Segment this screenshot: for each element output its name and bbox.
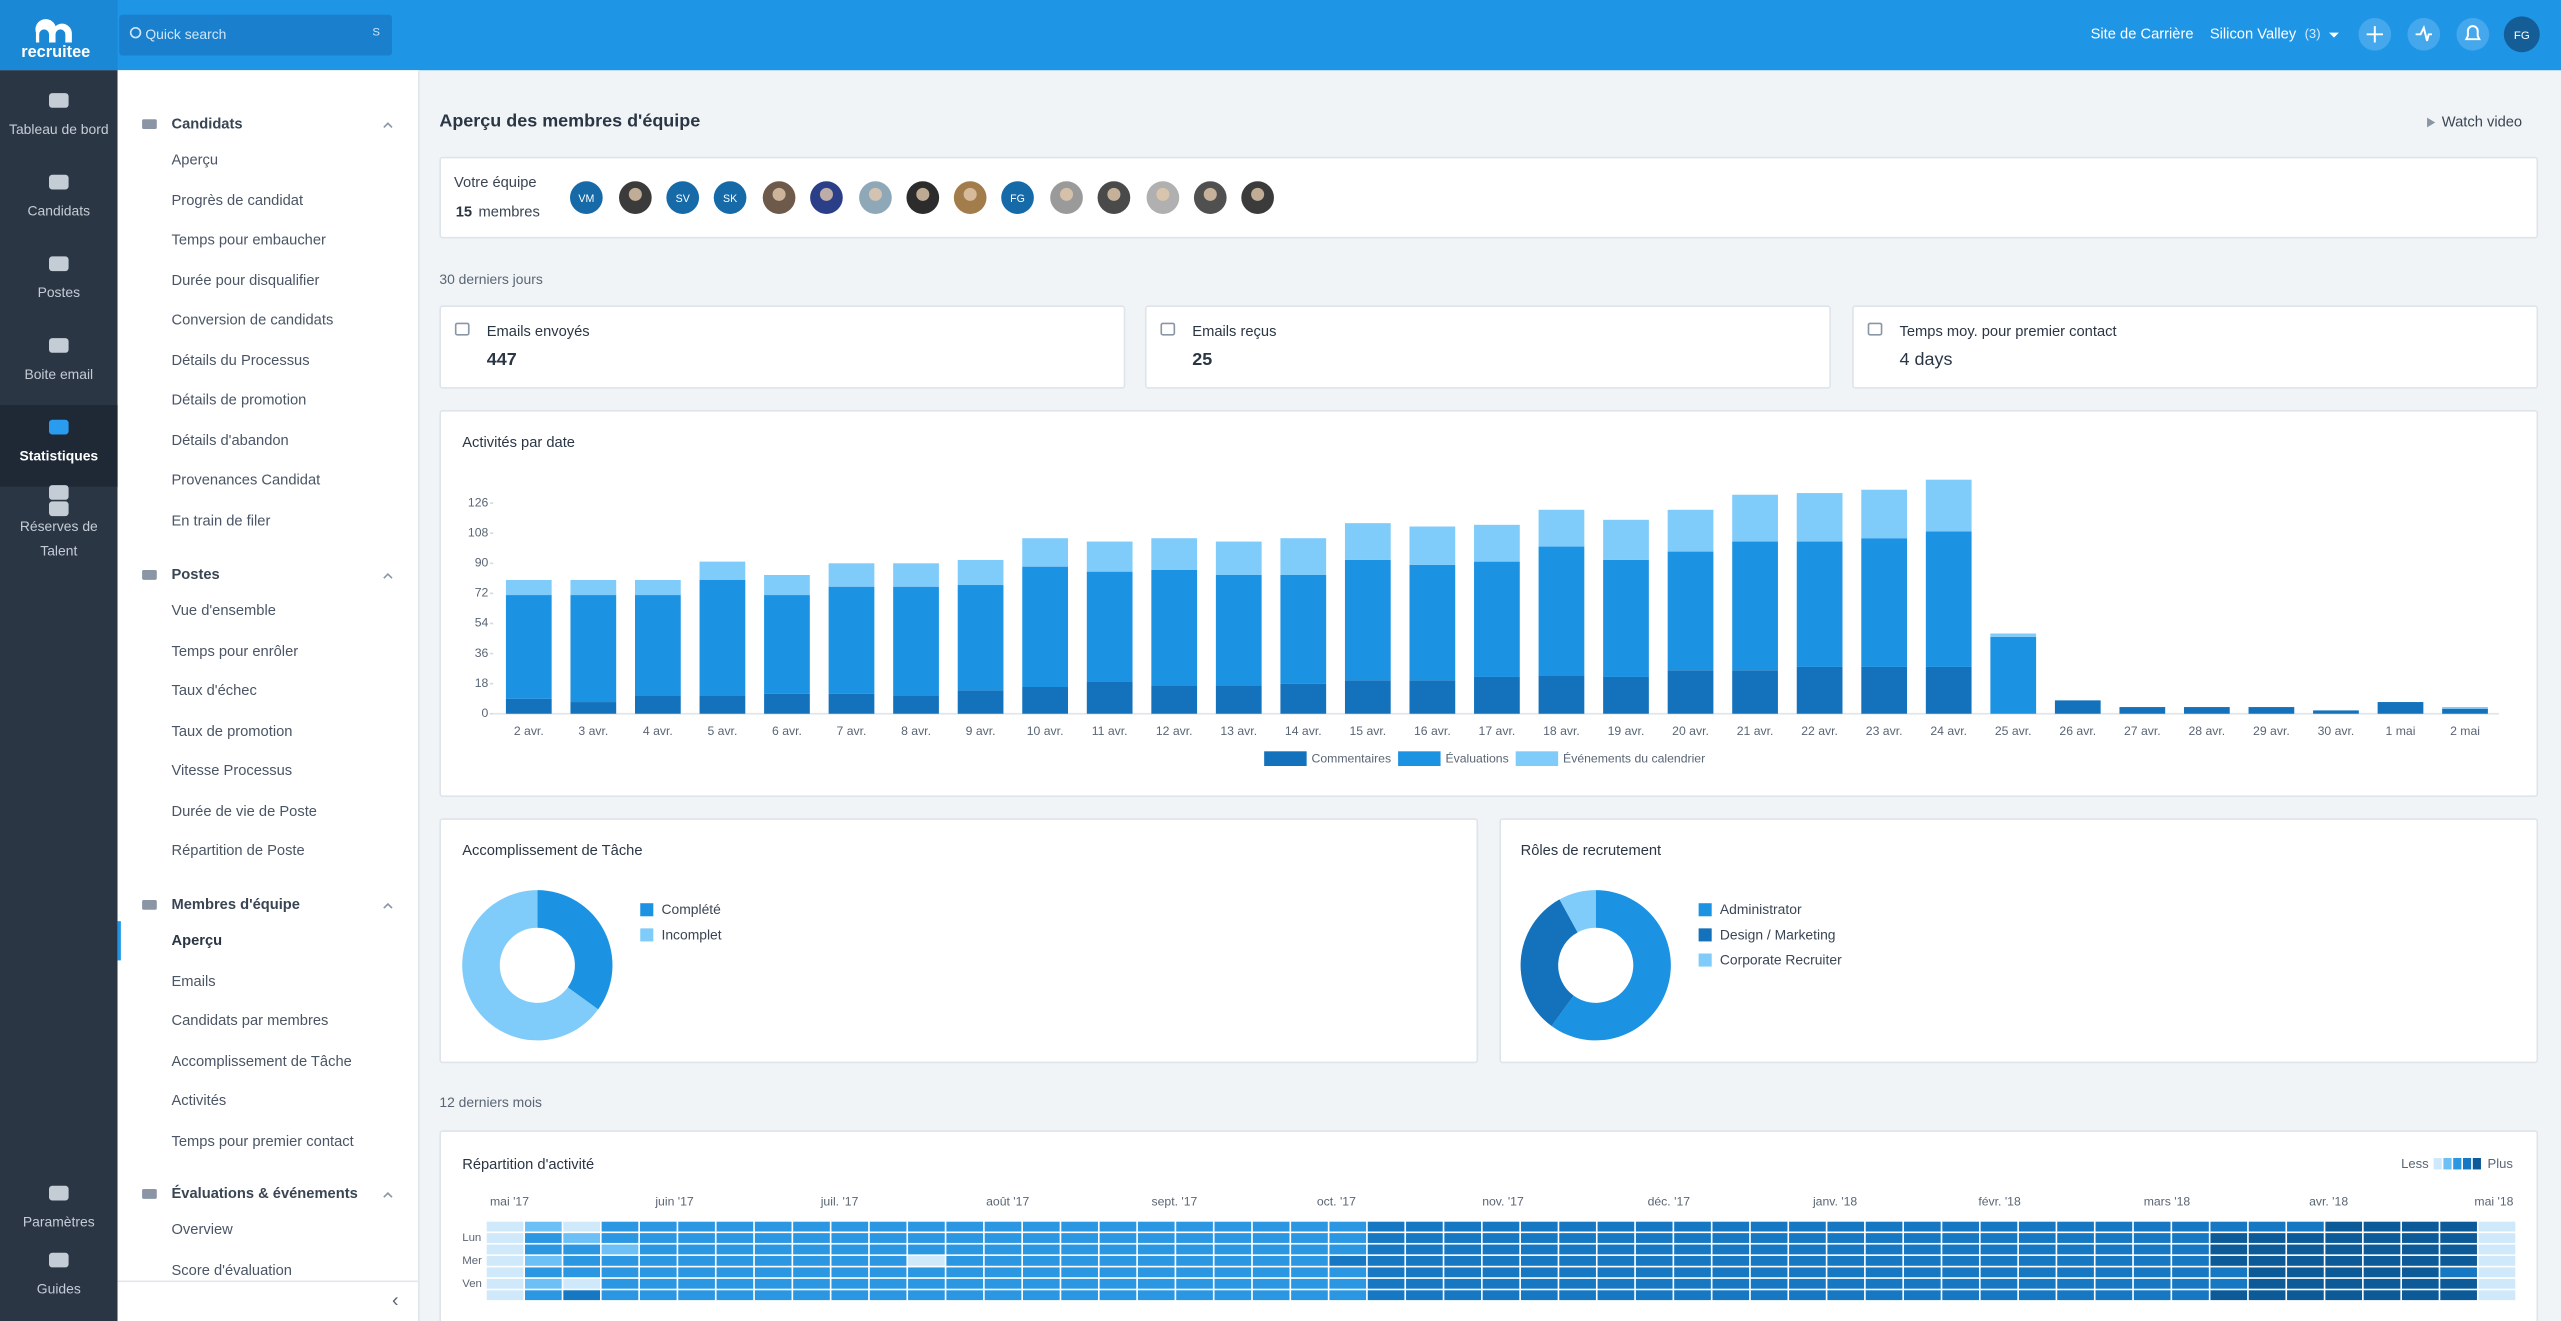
sidebar-footer-line	[117, 1280, 419, 1283]
heatmap-card	[439, 1130, 2539, 1321]
kpi-label: Emails reçus	[1192, 322, 1277, 340]
team-label: Votre équipe	[454, 174, 537, 191]
sidebar-item[interactable]: Taux d'échec	[171, 682, 257, 699]
nav-item[interactable]: Guides	[36, 1280, 81, 1297]
team-count-label: membres	[478, 203, 540, 220]
page-title: Aperçu des membres d'équipe	[439, 111, 701, 132]
sidebar-item[interactable]: Score d'évaluation	[171, 1261, 293, 1278]
nav-item[interactable]: Tableau de bord	[9, 120, 109, 138]
nav-item[interactable]: Boite email	[24, 365, 94, 383]
nav-item[interactable]: Paramètres	[22, 1213, 95, 1230]
sidebar-item[interactable]: Activités	[171, 1092, 227, 1109]
sidebar-item[interactable]: Vitesse Processus	[171, 762, 293, 779]
sidebar-item[interactable]: Aperçu	[171, 931, 223, 949]
sidebar-item[interactable]: Candidats par membres	[171, 1012, 329, 1029]
company-count: (3)	[2304, 26, 2321, 42]
sidebar-item[interactable]: Détails d'abandon	[171, 431, 289, 449]
sidebar-item[interactable]: Temps pour embaucher	[171, 231, 326, 248]
kpi-value: 25	[1192, 350, 1213, 370]
nav-item[interactable]: Réserves de Talent	[19, 517, 98, 559]
sidebar-item[interactable]: Conversion de candidats	[171, 311, 334, 328]
nav-item[interactable]: Statistiques	[19, 447, 99, 464]
search-shortcut: S	[372, 27, 381, 39]
topbar	[0, 0, 2561, 71]
kpi-card	[1852, 305, 2539, 389]
section-title[interactable]: Membres d'équipe	[171, 896, 300, 913]
section-title[interactable]: Postes	[171, 566, 220, 583]
pie-card	[1499, 818, 2539, 1064]
sidebar-item[interactable]: Overview	[171, 1221, 233, 1238]
sidebar-item[interactable]: Durée de vie de Poste	[171, 802, 317, 819]
chart-title: Activités par date	[462, 433, 575, 451]
sidebar-item[interactable]: Emails	[171, 972, 216, 989]
sidebar-item[interactable]: Détails de promotion	[171, 391, 307, 409]
kpi-label: Emails envoyés	[486, 322, 590, 340]
sidebar-item[interactable]: Durée pour disqualifier	[171, 271, 320, 288]
sidebar-item[interactable]: Taux de promotion	[171, 722, 293, 739]
sidebar-item[interactable]: Détails du Processus	[171, 351, 310, 369]
team-count: 15	[455, 203, 473, 220]
sidebar-item[interactable]: Accomplissement de Tâche	[171, 1052, 352, 1069]
kpi-card	[1144, 305, 1831, 389]
sidebar-item[interactable]: En train de filer	[171, 512, 271, 529]
kpi-label: Temps moy. pour premier contact	[1899, 322, 2117, 340]
sidebar-item[interactable]: Progrès de candidat	[171, 191, 304, 208]
section-title[interactable]: Évaluations & événements	[171, 1185, 358, 1202]
play-icon	[2427, 117, 2436, 128]
chart-title: Répartition d'activité	[462, 1155, 595, 1173]
search-placeholder[interactable]: Quick search	[145, 25, 227, 43]
company-switcher[interactable]: Silicon Valley	[2209, 25, 2297, 42]
sidebar-item[interactable]: Temps pour premier contact	[171, 1132, 354, 1149]
chart-title: Accomplissement de Tâche	[462, 842, 643, 859]
sub-sidebar	[117, 70, 420, 1321]
collapse-sidebar[interactable]: ‹	[391, 1288, 399, 1312]
kpi-value: 447	[486, 350, 517, 370]
logo-text: recruitee	[21, 44, 91, 63]
period-label: 12 derniers mois	[439, 1094, 542, 1111]
nav-item[interactable]: Postes	[37, 284, 81, 301]
sidebar-item[interactable]: Aperçu	[171, 151, 219, 168]
period-label: 30 derniers jours	[439, 270, 543, 288]
nav-item[interactable]: Candidats	[27, 202, 91, 219]
section-title[interactable]: Candidats	[171, 115, 243, 132]
nav-sidebar	[0, 70, 118, 1321]
search-box[interactable]	[119, 14, 392, 56]
career-site-link[interactable]: Site de Carrière	[2090, 25, 2194, 42]
kpi-card	[439, 305, 1126, 389]
sidebar-item[interactable]: Temps pour enrôler	[171, 642, 299, 659]
active-indicator	[117, 921, 121, 961]
chart-title: Rôles de recrutement	[1520, 842, 1662, 859]
kpi-value: 4 days	[1899, 350, 1953, 370]
sidebar-item[interactable]: Répartition de Poste	[171, 842, 305, 859]
sidebar-item[interactable]: Provenances Candidat	[171, 472, 321, 489]
sidebar-item[interactable]: Vue d'ensemble	[171, 602, 276, 619]
nav-active-bg	[0, 405, 118, 487]
watch-video[interactable]: Watch video	[2441, 113, 2523, 131]
bar-card	[439, 409, 2539, 798]
team-card	[439, 156, 2539, 239]
